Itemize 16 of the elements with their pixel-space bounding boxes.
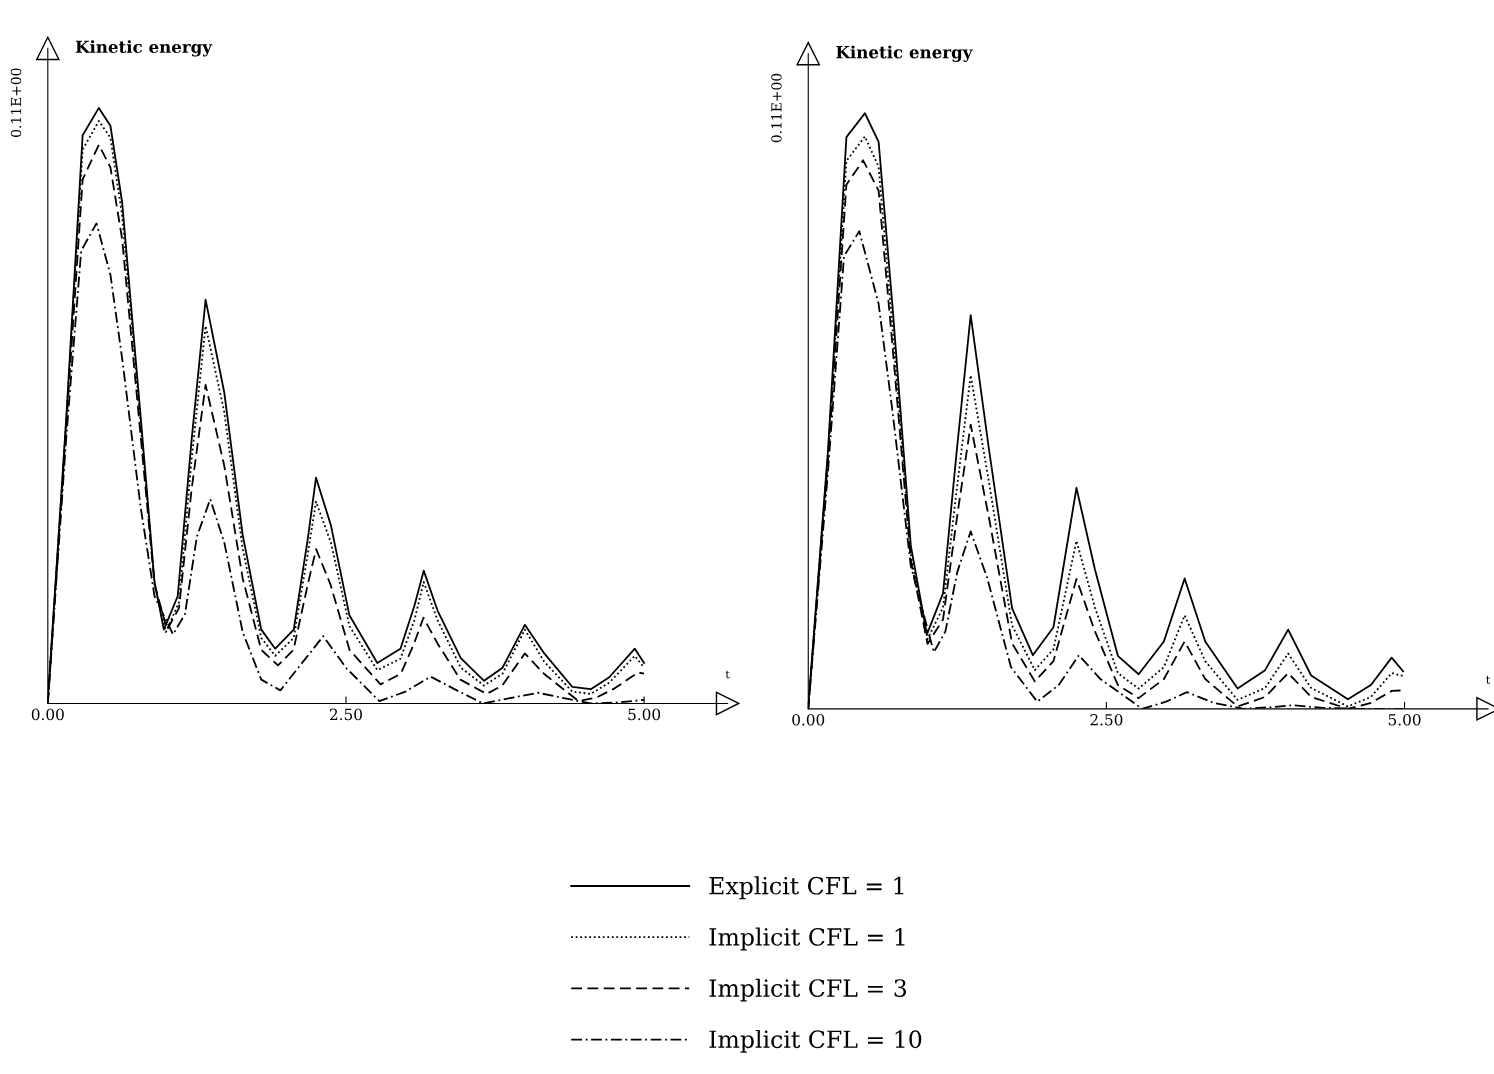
x-axis-title: t xyxy=(1486,676,1491,684)
x-tick-label: 2.50 xyxy=(329,708,362,721)
x-tick-label: 5.00 xyxy=(1388,713,1421,726)
x-tick-label: 2.50 xyxy=(1090,713,1123,726)
x-tick-label: 0.00 xyxy=(792,713,825,726)
text: Implicit CFL = 3 xyxy=(709,978,907,1002)
y-axis-title: Kinetic energy xyxy=(75,40,213,57)
text: Implicit CFL = 10 xyxy=(709,1029,922,1053)
text: Implicit CFL = 1 xyxy=(709,927,905,951)
x-tick-label: 5.00 xyxy=(628,708,661,721)
text: Explicit CFL = 1 xyxy=(709,876,904,900)
text: 0.11E+00 xyxy=(771,73,782,143)
x-axis-title: t xyxy=(725,670,730,679)
x-tick-label: 0.00 xyxy=(31,708,64,721)
text: 0.11E+00 xyxy=(10,68,22,137)
y-axis-title: Kinetic energy xyxy=(836,45,973,62)
